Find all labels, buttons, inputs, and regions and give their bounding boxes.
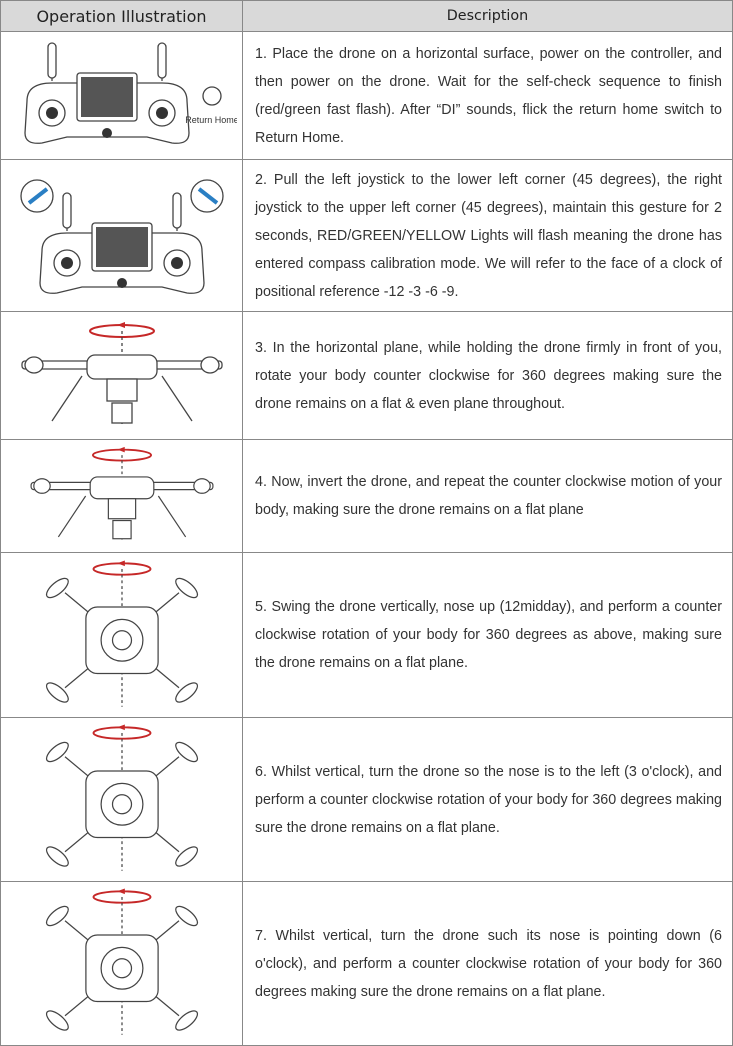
description-cell: 6. Whilst vertical, turn the drone so th…: [243, 718, 733, 881]
table-row: 2. Pull the left joystick to the lower l…: [0, 160, 733, 312]
header-cell: Description: [243, 1, 733, 31]
table-row: Return Home 1. Place the drone on a hori…: [0, 32, 733, 160]
header-cell: Operation Illustration: [0, 1, 243, 31]
table-row: 4. Now, invert the drone, and repeat the…: [0, 440, 733, 553]
controller-illustration: [19, 178, 224, 294]
illustration-cell: [0, 440, 243, 552]
illustration-label: Return Home: [185, 115, 237, 125]
table-row: 6. Whilst vertical, turn the drone so th…: [0, 718, 733, 882]
illustration-cell: Return Home: [0, 32, 243, 159]
description-cell: 4. Now, invert the drone, and repeat the…: [243, 440, 733, 552]
drone-illustration: [42, 559, 201, 708]
illustration-cell: [0, 553, 243, 717]
header-row: Operation Illustration Description: [0, 0, 733, 32]
drone-illustration: [42, 723, 201, 872]
description-cell: 5. Swing the drone vertically, nose up (…: [243, 553, 733, 717]
drone-illustration: [29, 446, 214, 543]
illustration-cell: [0, 160, 243, 311]
table-row: 3. In the horizontal plane, while holdin…: [0, 312, 733, 440]
illustration-cell: [0, 718, 243, 881]
drone-illustration: [42, 887, 201, 1036]
illustration-cell: [0, 312, 243, 439]
drone-illustration: [20, 320, 223, 427]
table-row: 7. Whilst vertical, turn the drone such …: [0, 882, 733, 1046]
illustration-cell: [0, 882, 243, 1045]
description-cell: 3. In the horizontal plane, while holdin…: [243, 312, 733, 439]
description-cell: 7. Whilst vertical, turn the drone such …: [243, 882, 733, 1045]
controller-illustration: Return Home: [23, 41, 237, 144]
description-cell: 1. Place the drone on a horizontal surfa…: [243, 32, 733, 159]
table-row: 5. Swing the drone vertically, nose up (…: [0, 553, 733, 718]
description-cell: 2. Pull the left joystick to the lower l…: [243, 160, 733, 311]
